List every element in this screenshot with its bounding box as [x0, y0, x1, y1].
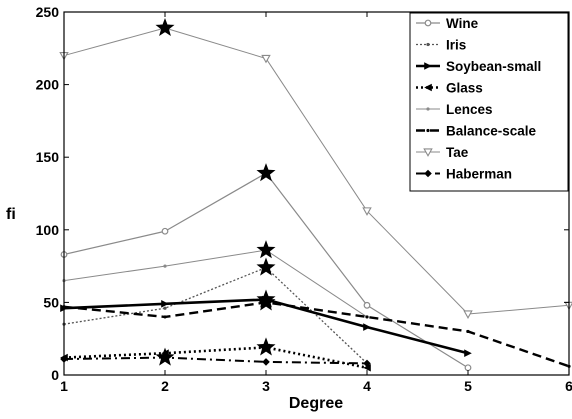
legend-label-lences: Lences [446, 102, 493, 117]
star-marker [256, 292, 276, 311]
series-haberman [60, 353, 371, 368]
series-line-tae [63, 27, 570, 315]
legend-item-balance-scale: Balance-scale [416, 124, 537, 139]
data-point-soybean-small [464, 349, 472, 358]
x-axis-title: Degree [289, 395, 343, 412]
x-tick-label: 4 [363, 378, 371, 394]
data-point-tae [463, 310, 473, 319]
legend-item-haberman: Haberman [416, 167, 512, 182]
legend-label-tae: Tae [446, 145, 469, 160]
legend-marker-haberman [424, 169, 432, 178]
legend-marker-tae [423, 148, 433, 157]
y-tick-label: 0 [51, 367, 59, 383]
star-marker-layer [155, 17, 276, 366]
legend-label-glass: Glass [446, 81, 483, 96]
legend-item-glass: Glass [416, 81, 483, 96]
star-marker [256, 337, 276, 356]
data-point-haberman [262, 358, 270, 366]
y-axis-title: fi [6, 206, 16, 223]
series-line-iris [63, 266, 368, 364]
legend-marker-wine [424, 19, 432, 27]
legend-marker-glass [424, 83, 432, 92]
legend: Wine Iris Soybean-small Glass Lences Balance-… [409, 12, 569, 192]
y-tick-label: 150 [36, 149, 60, 165]
data-point-iris [163, 306, 167, 310]
data-point-lences [163, 264, 167, 268]
data-point-glass [363, 363, 371, 372]
series-lences [62, 248, 369, 319]
legend-label-soybean-small: Soybean-small [446, 59, 541, 74]
legend-item-wine: Wine [416, 16, 479, 31]
legend-label-wine: Wine [446, 16, 479, 31]
series-line-lences [63, 249, 368, 318]
x-tick-label: 1 [60, 378, 68, 394]
data-point-balance-scale [466, 329, 470, 334]
data-point-tae [261, 54, 271, 64]
data-point-balance-scale [163, 315, 167, 319]
star-marker [256, 163, 276, 182]
x-tick-label: 2 [161, 378, 169, 394]
data-point-soybean-small [363, 323, 371, 331]
data-point-balance-scale [365, 315, 369, 319]
legend-marker-balance-scale [426, 128, 430, 133]
series-layer [59, 24, 572, 372]
series-line-balance-scale [63, 301, 570, 368]
star-marker [256, 257, 276, 276]
plot-frame [63, 11, 570, 376]
axes-layer: 1 2 3 4 5 6 0 50 100 150 200 250 [36, 4, 572, 394]
legend-item-soybean-small: Soybean-small [416, 59, 541, 74]
legend-marker-soybean-small [424, 62, 432, 70]
legend-item-tae: Tae [416, 145, 469, 160]
series-line-haberman [63, 356, 368, 365]
y-tick-label: 100 [36, 222, 60, 238]
series-line-glass [63, 346, 368, 370]
x-tick-label: 5 [464, 378, 472, 394]
legend-item-lences: Lences [416, 102, 493, 117]
data-point-wine [363, 301, 371, 309]
star-marker [155, 17, 175, 37]
legend-item-iris: Iris [416, 38, 466, 53]
data-point-tae [362, 207, 372, 216]
x-tick-label: 6 [565, 378, 572, 394]
data-point-haberman [363, 359, 371, 368]
y-tick-label: 250 [36, 4, 60, 20]
data-point-wine [161, 227, 169, 235]
y-tick-label: 50 [43, 294, 59, 310]
legend-marker-lences [426, 107, 430, 111]
star-marker [155, 347, 175, 366]
y-tick-label: 200 [36, 77, 60, 93]
x-tick-label: 3 [262, 378, 270, 394]
legend-label-iris: Iris [446, 38, 466, 53]
series-balance-scale [62, 300, 571, 368]
data-point-wine [464, 364, 472, 372]
legend-label-haberman: Haberman [446, 167, 512, 182]
legend-label-balance-scale: Balance-scale [446, 124, 537, 139]
star-marker [256, 240, 276, 259]
legend-marker-iris [426, 42, 430, 47]
data-point-soybean-small [161, 300, 169, 308]
legend-box [409, 12, 569, 192]
